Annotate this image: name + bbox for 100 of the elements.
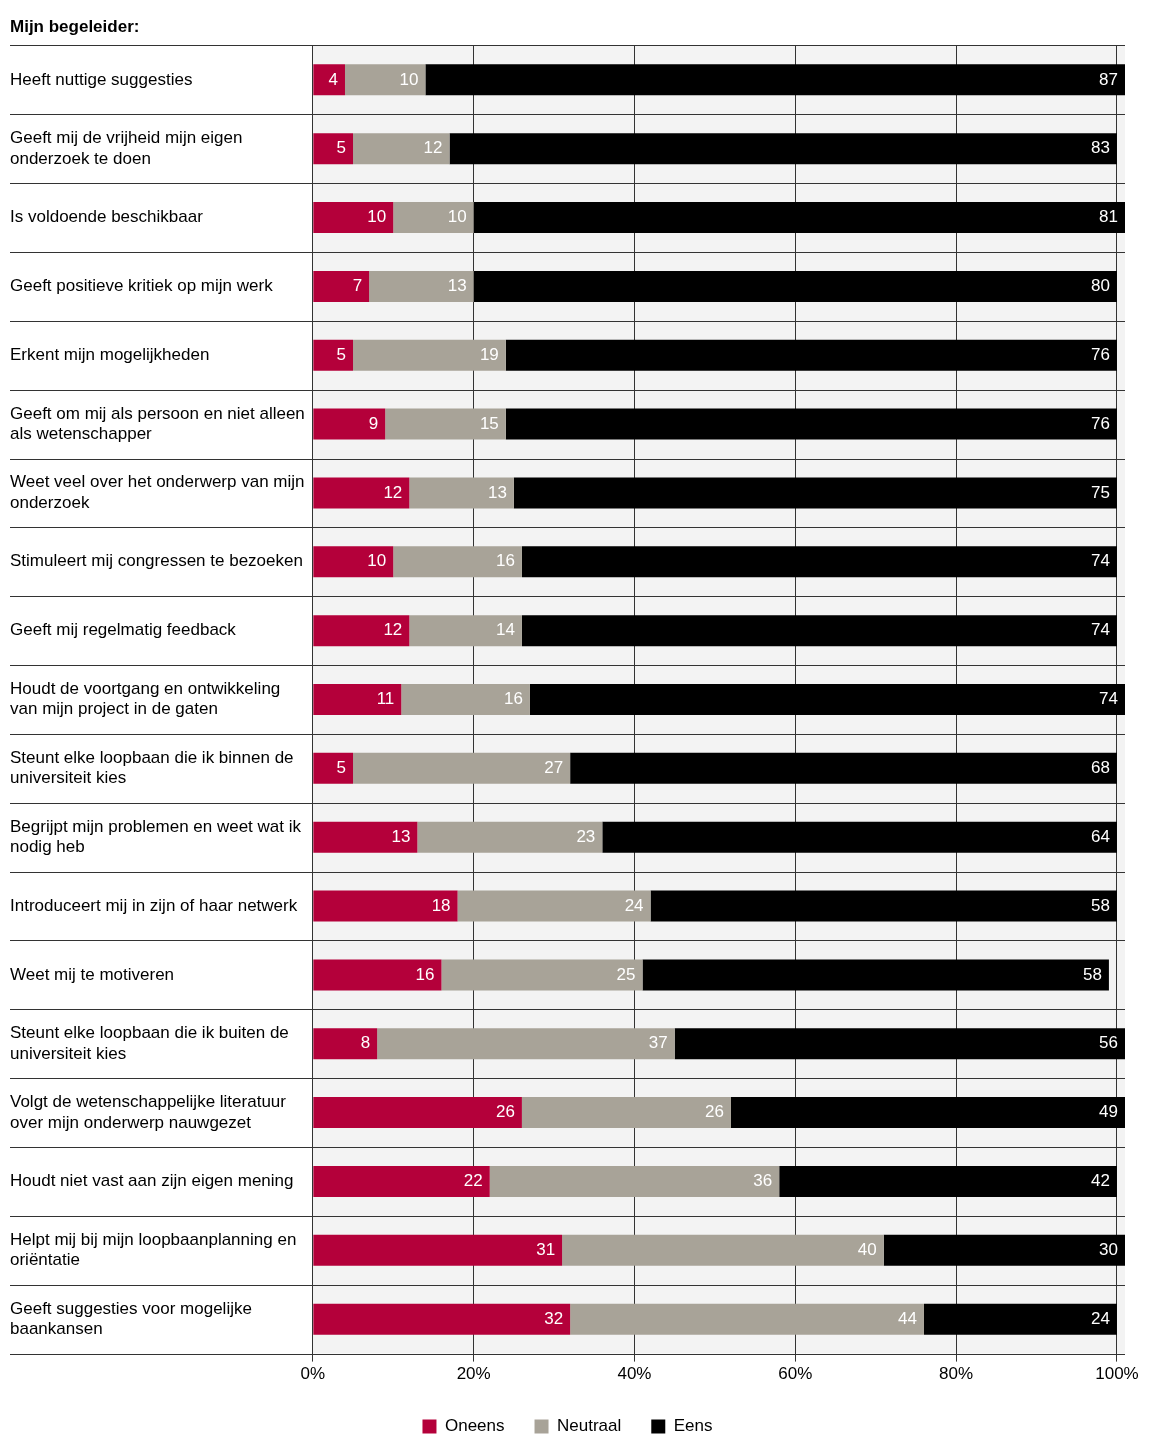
bar [313, 270, 370, 302]
bar [521, 546, 1117, 578]
bar [313, 339, 354, 371]
y-tick-label: Houdt de voortgang en ontwikkeling van mijn project in de gaten [10, 678, 281, 719]
data-label: 75 [1091, 482, 1110, 502]
bar [393, 202, 474, 234]
data-label: 74 [1091, 620, 1110, 640]
data-label: 12 [383, 620, 403, 640]
data-label: 56 [1099, 1033, 1118, 1053]
y-tick-label: Geeft mij regelmatig feedback [10, 620, 237, 640]
bar [409, 615, 522, 647]
text: Mijn begeleider: [10, 16, 140, 36]
x-tick-label: 0% [300, 1364, 326, 1384]
data-label: 5 [336, 758, 347, 778]
legend-label: Neutraal [557, 1416, 622, 1436]
y-tick-label: Begrijpt mijn problemen en weet wat ik nodig heb [10, 816, 302, 857]
bar [313, 684, 402, 715]
bar [521, 1097, 731, 1129]
data-label: 16 [415, 964, 435, 984]
data-label: 15 [479, 413, 499, 433]
data-label: 10 [367, 551, 387, 571]
x-tick-label: 60% [778, 1364, 813, 1384]
bar [650, 890, 1117, 922]
data-label: 58 [1091, 895, 1110, 915]
data-label: 11 [376, 689, 395, 709]
data-label: 5 [336, 344, 347, 364]
x-tick-label: 100% [1095, 1364, 1139, 1384]
bar [369, 270, 474, 302]
bar [570, 1303, 924, 1335]
data-label: 13 [391, 826, 411, 846]
bar [313, 546, 394, 578]
data-label: 36 [753, 1171, 773, 1191]
y-tick-label: Weet mij te motiveren [10, 964, 175, 984]
data-label: 10 [367, 207, 387, 227]
y-tick-label: Heeft nuttige suggesties [10, 69, 193, 89]
data-label: 44 [898, 1308, 917, 1328]
bar [449, 133, 1117, 165]
data-label: 27 [544, 758, 564, 778]
data-label: 23 [576, 826, 596, 846]
bar [883, 1234, 1125, 1266]
bar [409, 477, 514, 509]
y-tick-label: Houdt niet vast aan zijn eigen mening [10, 1171, 294, 1191]
bar [417, 821, 603, 853]
data-label: 24 [1091, 1308, 1110, 1328]
bar [730, 1097, 1125, 1129]
y-tick-label: Volgt de wetenschappelijke literatuur over mijn onderwerp nauwgezet [10, 1092, 287, 1132]
data-label: 13 [447, 276, 467, 296]
data-label: 12 [383, 482, 403, 502]
data-label: 4 [328, 69, 338, 89]
data-label: 49 [1099, 1102, 1118, 1122]
bar [313, 1028, 378, 1060]
data-label: 19 [479, 344, 499, 364]
data-label: 8 [360, 1033, 371, 1053]
data-label: 7 [352, 276, 363, 296]
data-label: 58 [1083, 964, 1102, 984]
y-tick-label: Erkent mijn mogelijkheden [10, 344, 210, 364]
bar [385, 408, 506, 440]
bar [313, 821, 418, 853]
x-tick-label: 80% [939, 1364, 974, 1384]
data-label: 13 [487, 482, 507, 502]
bar [313, 752, 354, 784]
data-label: 12 [423, 138, 443, 158]
data-label: 76 [1091, 413, 1110, 433]
bar [642, 959, 1109, 991]
bar [393, 546, 522, 578]
data-label: 31 [536, 1240, 556, 1260]
bar [425, 64, 1125, 96]
bar [562, 1234, 884, 1266]
bar [521, 615, 1117, 647]
data-label: 40 [857, 1240, 877, 1260]
y-tick-label: Introduceert mij in zijn of haar netwerk [10, 895, 298, 915]
y-tick-label: Weet veel over het onderwerp van mijn onderzoek [10, 472, 305, 512]
y-tick-label: Is voldoende beschikbaar [10, 207, 204, 227]
x-tick-label: 20% [456, 1364, 491, 1384]
y-tick-label: Stimuleert mij congressen te bezoeken [10, 551, 303, 571]
data-label: 22 [463, 1171, 483, 1191]
bar [473, 270, 1117, 302]
data-label: 5 [336, 138, 347, 158]
bar [313, 477, 410, 509]
y-tick-label: Geeft suggesties voor mogelijke baankansen [10, 1298, 252, 1339]
bar [313, 1234, 563, 1266]
bar [313, 202, 394, 234]
bar [457, 890, 651, 922]
bar [344, 64, 426, 96]
data-label: 80 [1091, 276, 1110, 296]
data-label: 9 [368, 413, 379, 433]
data-label: 25 [616, 964, 636, 984]
x-tick-label: 40% [617, 1364, 652, 1384]
bar [313, 64, 345, 96]
bar [570, 752, 1117, 784]
bar [313, 1097, 522, 1129]
data-label: 14 [495, 620, 515, 640]
bar [602, 821, 1117, 853]
y-tick-label: Steunt elke loopbaan die ik binnen de universiteit kies [10, 747, 294, 788]
bar [674, 1028, 1125, 1060]
data-label: 10 [399, 69, 419, 89]
data-label: 10 [447, 207, 467, 227]
y-tick-label: Geeft positieve kritiek op mijn werk [10, 276, 274, 296]
data-label: 74 [1099, 689, 1118, 709]
bar [505, 339, 1117, 371]
